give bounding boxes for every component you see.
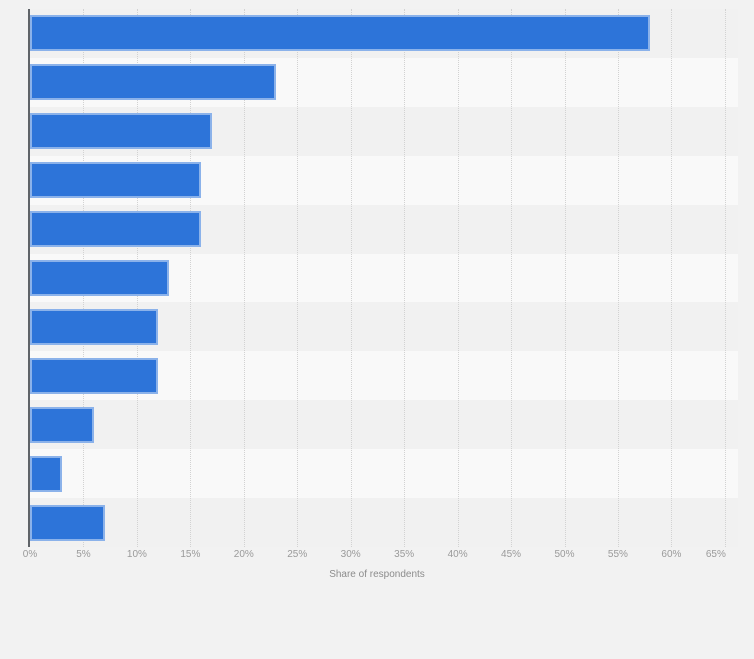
x-tick-label: 40% [447, 549, 468, 560]
x-tick-label: 45% [501, 549, 522, 560]
bar[interactable] [30, 15, 650, 51]
gridline [404, 9, 406, 547]
bar[interactable] [30, 64, 276, 100]
gridline [724, 9, 726, 547]
x-tick-label: 20% [233, 549, 254, 560]
x-tick-label: 0% [22, 549, 38, 560]
bar[interactable] [30, 113, 212, 149]
x-tick-label: 55% [607, 549, 628, 560]
gridline [243, 9, 245, 547]
x-tick-label: 35% [394, 549, 415, 560]
plot-band [30, 449, 738, 499]
bar[interactable] [30, 260, 169, 296]
x-axis-title: Share of respondents [329, 569, 425, 580]
x-tick-label: 25% [287, 549, 308, 560]
x-tick-label: 15% [180, 549, 201, 560]
x-tick-label: 5% [76, 549, 91, 560]
bar[interactable] [30, 309, 158, 345]
gridline [511, 9, 513, 547]
bar[interactable] [30, 162, 201, 198]
bar[interactable] [30, 456, 62, 492]
gridline [350, 9, 352, 547]
gridline [190, 9, 192, 547]
x-tick-label: 30% [340, 549, 361, 560]
y-axis-line [28, 9, 30, 547]
bar[interactable] [30, 505, 105, 541]
plot-band [30, 498, 738, 547]
x-tick-label: 60% [661, 549, 682, 560]
gridline [671, 9, 673, 547]
plot-area [30, 9, 738, 547]
gridline [564, 9, 566, 547]
x-tick-label: 50% [554, 549, 575, 560]
x-tick-label: 10% [126, 549, 147, 560]
gridline [457, 9, 459, 547]
gridline [617, 9, 619, 547]
bar[interactable] [30, 407, 94, 443]
plot-band [30, 400, 738, 450]
x-tick-label: 65% [705, 549, 726, 560]
bar[interactable] [30, 211, 201, 247]
gridline [297, 9, 299, 547]
bar[interactable] [30, 358, 158, 394]
